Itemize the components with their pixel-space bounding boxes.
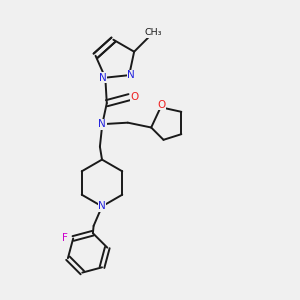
Text: CH₃: CH₃ [145, 28, 162, 37]
Text: O: O [157, 100, 165, 110]
Text: F: F [62, 233, 68, 243]
Text: O: O [130, 92, 139, 102]
Text: N: N [98, 119, 106, 129]
Text: N: N [99, 73, 107, 83]
Text: N: N [98, 201, 106, 212]
Text: N: N [127, 70, 135, 80]
